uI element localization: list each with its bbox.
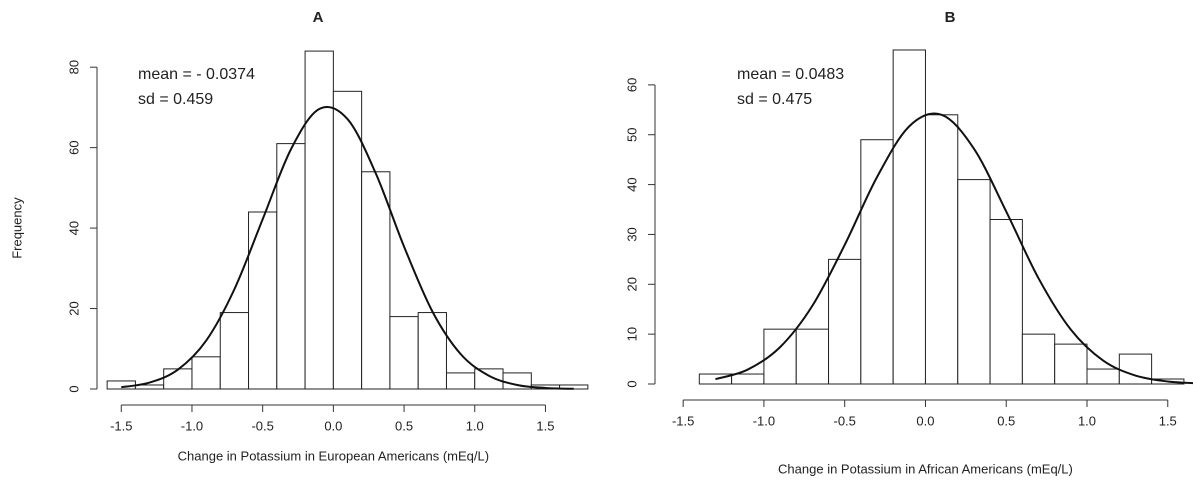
bar [248,211,278,390]
bar [559,384,589,390]
bar [924,114,959,385]
bar [417,312,447,390]
bar [361,171,391,390]
x-tick-label: 1.5 [1159,413,1177,428]
x-tick-label: -1.0 [181,418,203,433]
bar [957,179,991,385]
bar [828,258,862,385]
bar [1086,368,1120,385]
bar [445,372,476,390]
y-axis-label: Frequency [9,197,24,259]
annotation: sd = 0.475 [737,91,812,108]
x-tick-label: -1.5 [110,418,132,433]
x-axis-label: Change in Potassium in European American… [178,448,489,463]
density-curve [121,105,574,390]
chart-title: A [313,9,324,26]
annotation: sd = 0.459 [138,91,213,108]
y-tick-label: 40 [624,177,639,191]
y-tick-label: 10 [624,327,639,341]
x-tick-label: -0.5 [251,418,273,433]
annotation: mean = 0.0483 [737,66,844,83]
bar [276,143,306,390]
y-tick-label: 20 [624,277,639,291]
x-tick-label: 1.5 [536,418,554,433]
bar [860,139,894,385]
y-tick-label: 0 [624,380,639,387]
x-tick-label: 0.0 [324,418,342,433]
y-tick-label: 0 [66,385,81,392]
y-tick-label: 20 [66,301,81,315]
x-axis-label: Change in Potassium in African Americans… [778,461,1073,476]
bar [1118,353,1153,385]
bar [795,328,830,385]
bar [989,218,1023,385]
y-tick-label: 60 [624,78,639,92]
density-curve [715,112,1193,385]
x-tick-label: -1.5 [672,413,694,428]
chart-title: B [945,9,956,26]
bar [1021,333,1056,385]
x-tick-label: -0.5 [833,413,855,428]
y-tick-label: 80 [66,60,81,74]
x-tick-label: 0.5 [395,418,413,433]
annotation: mean = - 0.0374 [138,66,255,83]
bar [389,316,419,390]
bar [219,312,250,390]
y-tick-label: 50 [624,128,639,142]
y-tick-label: 30 [624,227,639,241]
x-tick-label: 0.5 [997,413,1015,428]
y-tick-label: 60 [66,140,81,154]
x-tick-label: 1.0 [466,418,484,433]
x-tick-label: -1.0 [753,413,775,428]
bar [731,373,765,385]
bar [191,356,221,390]
x-tick-label: 1.0 [1078,413,1096,428]
x-tick-label: 0.0 [916,413,934,428]
bar [163,368,193,390]
bar [892,49,926,385]
bar [106,380,136,390]
bar [304,50,334,390]
y-tick-label: 40 [66,221,81,235]
bar [1054,343,1088,385]
